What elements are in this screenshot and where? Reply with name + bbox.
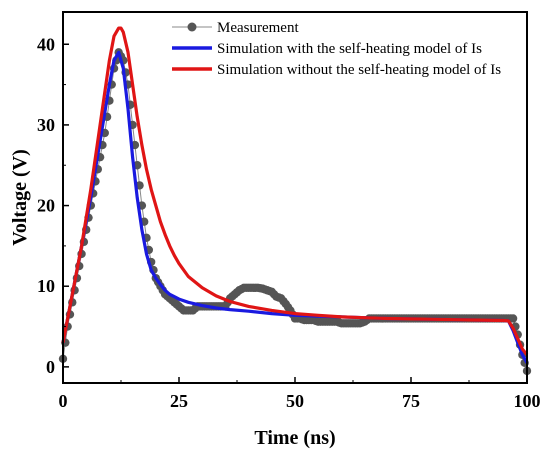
x-axis-title: Time (ns) (254, 427, 335, 449)
sim-without-self-heating-line (61, 26, 529, 356)
legend-label-1: Simulation with the self-heating model o… (217, 41, 482, 57)
y-tick-label: 30 (37, 115, 55, 135)
y-tick-label: 0 (46, 357, 55, 377)
measurement-line (62, 51, 528, 372)
plot-series-group (58, 26, 532, 376)
y-tick-label: 10 (37, 276, 55, 296)
axes-group: 0 25 50 75 100 0 10 20 30 40 (37, 34, 541, 411)
y-axis-title: Voltage (V) (9, 149, 31, 245)
legend-label-2: Simulation without the self-heating mode… (217, 62, 501, 78)
legend-marker-measurement (187, 22, 197, 32)
x-tick-label: 25 (170, 391, 188, 411)
legend: Measurement Simulation with the self-heat… (172, 20, 501, 78)
x-tick-label: 100 (514, 391, 541, 411)
x-tick-label: 0 (59, 391, 68, 411)
x-tick-label: 50 (286, 391, 304, 411)
y-tick-label: 20 (37, 196, 55, 216)
y-tick-label: 40 (37, 34, 55, 54)
measurement-point (508, 314, 518, 323)
legend-label-0: Measurement (217, 20, 299, 36)
x-tick-label: 75 (402, 391, 420, 411)
